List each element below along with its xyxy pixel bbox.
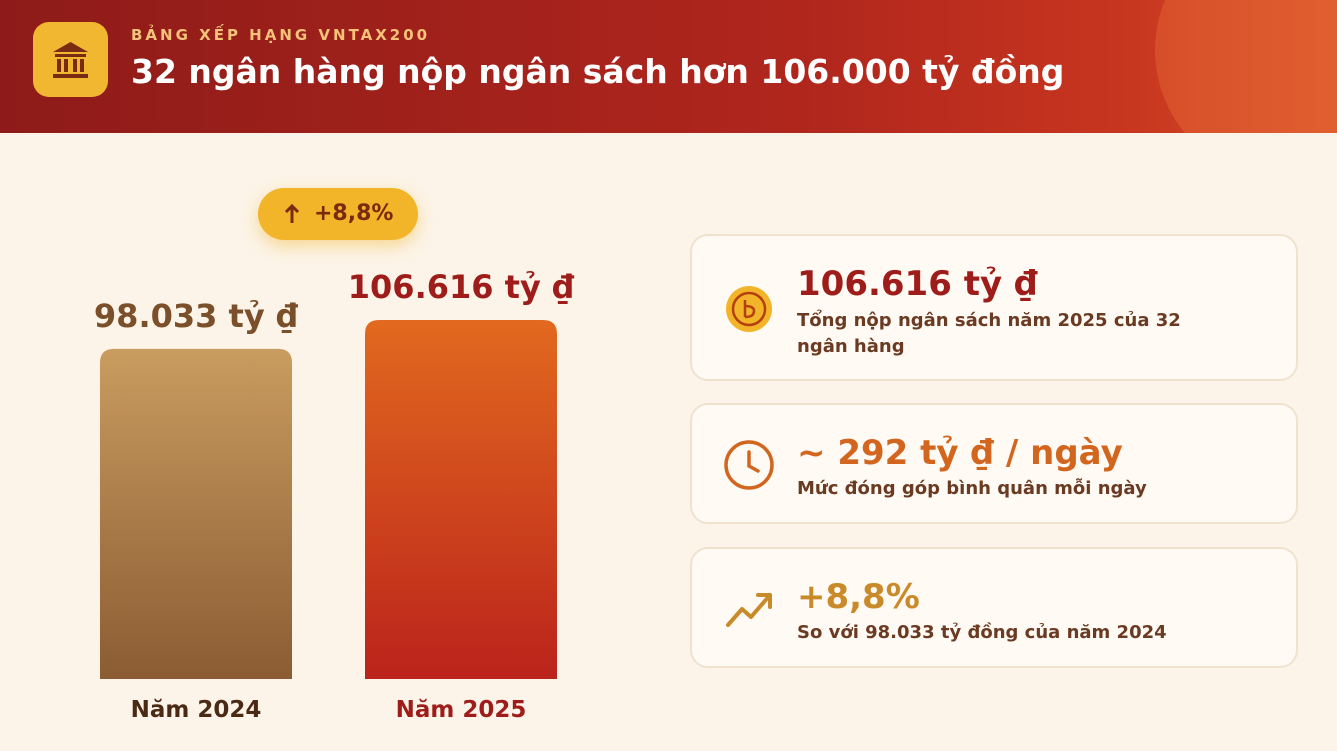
card-text: Tổng nộp ngân sách năm 2025 của 32 ngân … <box>797 310 1181 357</box>
annotation: +8,8% <box>314 201 394 226</box>
growth-badge: +8,8% <box>258 188 418 240</box>
category-label: Năm 2024 <box>131 697 262 723</box>
card: +8,8% So với 98.033 tỷ đồng của năm 2024 <box>690 547 1298 668</box>
card-value: +8,8% <box>797 577 920 617</box>
value-label: 106.616 tỷ ₫ <box>348 268 575 306</box>
bank-icon <box>53 42 88 78</box>
category-label: Năm 2025 <box>396 697 527 723</box>
clock-icon <box>724 440 774 490</box>
logo <box>33 22 108 97</box>
chart: 98.033 tỷ ₫ Năm 2024 106.616 tỷ ₫ Năm 2025 <box>94 268 575 723</box>
trend-icon <box>726 593 772 627</box>
title: 32 ngân hàng nộp ngân sách hơn 106.000 t… <box>131 52 1065 91</box>
bar <box>365 320 557 679</box>
card-value: ~ 292 tỷ ₫ / ngày <box>797 433 1123 473</box>
coin-icon <box>726 286 772 332</box>
arrow-icon <box>284 203 300 223</box>
header: BẢNG XẾP HẠNG VNTAX200 32 ngân hàng nộp … <box>0 0 1337 133</box>
card-text: So với 98.033 tỷ đồng của năm 2024 <box>797 622 1167 643</box>
card: ~ 292 tỷ ₫ / ngày Mức đóng góp bình quân… <box>690 403 1298 524</box>
card: 106.616 tỷ ₫ Tổng nộp ngân sách năm 2025… <box>690 234 1298 381</box>
value-label: 98.033 tỷ ₫ <box>94 297 299 335</box>
bar <box>100 348 292 679</box>
decoration <box>1155 0 1337 133</box>
kicker: BẢNG XẾP HẠNG VNTAX200 <box>131 26 431 44</box>
card-text: Mức đóng góp bình quân mỗi ngày <box>797 478 1147 499</box>
card-value: 106.616 tỷ ₫ <box>797 264 1038 304</box>
